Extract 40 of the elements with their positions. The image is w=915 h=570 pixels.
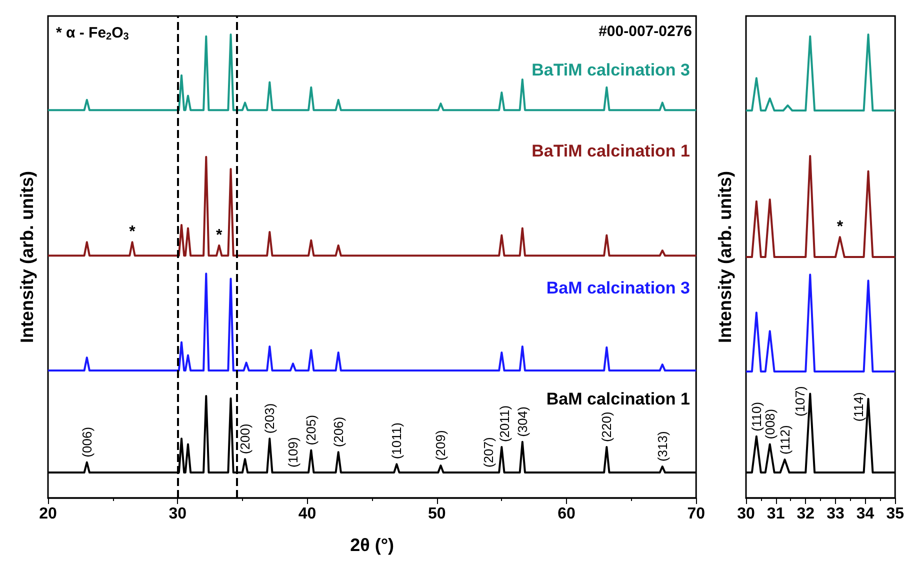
annotation: (200)	[238, 424, 253, 454]
x-tick-label: 40	[298, 506, 316, 522]
annotation: (206)	[330, 416, 346, 448]
annotation: (107)	[792, 386, 808, 416]
x-tick-label: 33	[826, 506, 844, 522]
x-tick-label: 70	[687, 506, 706, 522]
annotation: #00-007-0276	[598, 23, 692, 40]
annotation: (112)	[777, 425, 792, 455]
text: BaM calcination 3	[546, 278, 690, 298]
x-tick-label: 50	[428, 506, 446, 522]
annotation: *	[836, 218, 844, 236]
annotation: (110)	[748, 402, 764, 432]
text: BaM calcination 1	[546, 390, 690, 409]
x-tick-label: 20	[39, 506, 57, 522]
annotation: (1011)	[389, 422, 404, 460]
annotation: (205)	[304, 414, 319, 446]
annotation: *	[216, 226, 223, 244]
annotation: (006)	[79, 426, 94, 458]
x-tick-label: 35	[886, 506, 904, 522]
x-tick-label: 32	[796, 506, 815, 522]
annotation: (109)	[285, 437, 300, 468]
y-axis-title: Intensity (arb. units)	[715, 170, 735, 344]
annotation: (114)	[850, 392, 866, 422]
x-tick-label: 30	[168, 506, 187, 522]
text: BaTiM calcination 1	[532, 141, 690, 160]
annotation: (209)	[433, 430, 448, 461]
x-tick-label: 30	[737, 506, 755, 522]
annotation: (207)	[481, 437, 496, 468]
annotation: (304)	[514, 406, 530, 437]
y-axis-title: Intensity (arb. units)	[17, 170, 37, 344]
annotation: (220)	[599, 412, 614, 442]
annotation: (313)	[654, 431, 670, 462]
x-axis-title: 2θ (°)	[350, 535, 394, 555]
series-label: BaTiM calcination 3	[532, 60, 690, 80]
annotation: (203)	[262, 403, 278, 434]
x-tick-label: 60	[558, 506, 576, 522]
annotation: (2011)	[496, 405, 512, 442]
x-tick-label: 31	[766, 506, 785, 522]
annotation: *	[129, 224, 136, 241]
x-tick-label: 34	[856, 506, 874, 522]
